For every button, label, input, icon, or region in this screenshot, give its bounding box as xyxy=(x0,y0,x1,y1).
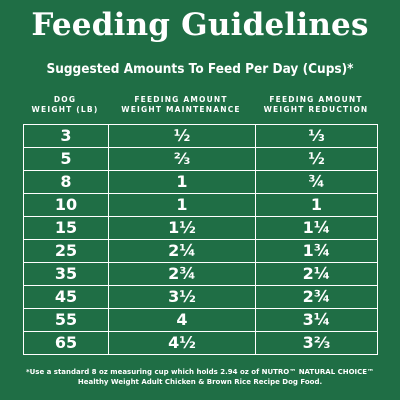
cell-weight: 10 xyxy=(23,193,109,217)
footnote-line1: *Use a standard 8 oz measuring cup which… xyxy=(25,368,375,376)
cell-reduction: 1¼ xyxy=(255,216,378,240)
cell-weight: 5 xyxy=(23,147,109,171)
cell-weight: 55 xyxy=(23,308,109,332)
cell-weight: 3 xyxy=(23,124,109,148)
cell-maintenance: 1 xyxy=(108,170,256,194)
cell-weight: 8 xyxy=(23,170,109,194)
cell-maintenance: 2¾ xyxy=(108,262,256,286)
table-row: 45 3½ 2¾ xyxy=(23,285,378,309)
table-row: 65 4½ 3⅔ xyxy=(23,331,378,355)
cell-maintenance: 4 xyxy=(108,308,256,332)
cell-weight: 25 xyxy=(23,239,109,263)
table-row: 25 2¼ 1¾ xyxy=(23,239,378,263)
cell-maintenance: 1 xyxy=(108,193,256,217)
header-weight-maintenance-line2: WEIGHT MAINTENANCE xyxy=(121,105,241,114)
cell-reduction: 3¼ xyxy=(255,308,378,332)
cell-weight: 65 xyxy=(23,331,109,355)
cell-maintenance: ⅔ xyxy=(108,147,256,171)
cell-reduction: 1 xyxy=(255,193,378,217)
cell-reduction: ¾ xyxy=(255,170,378,194)
cell-reduction: 2¾ xyxy=(255,285,378,309)
cell-weight: 35 xyxy=(23,262,109,286)
footnote-line2: Healthy Weight Adult Chicken & Brown Ric… xyxy=(77,378,323,386)
cell-weight: 45 xyxy=(23,285,109,309)
cell-maintenance: 4½ xyxy=(108,331,256,355)
cell-reduction: ½ xyxy=(255,147,378,171)
table-row: 3 ½ ⅓ xyxy=(23,124,378,148)
page-title: Feeding Guidelines xyxy=(31,7,369,43)
feeding-table: 3 ½ ⅓ 5 ⅔ ½ 8 1 ¾ 10 1 1 15 1½ 1¼ 25 2¼ … xyxy=(23,124,378,355)
table-row: 35 2¾ 2¼ xyxy=(23,262,378,286)
cell-maintenance: 2¼ xyxy=(108,239,256,263)
cell-weight: 15 xyxy=(23,216,109,240)
header-dog-weight-line1: DOG xyxy=(53,95,77,104)
table-row: 10 1 1 xyxy=(23,193,378,217)
cell-maintenance: 3½ xyxy=(108,285,256,309)
header-dog-weight-line2: WEIGHT (LB) xyxy=(31,105,99,114)
header-weight-reduction-line1: FEEDING AMOUNT xyxy=(269,95,363,104)
table-row: 5 ⅔ ½ xyxy=(23,147,378,171)
page-subtitle: Suggested Amounts To Feed Per Day (Cups)… xyxy=(46,61,354,77)
header-weight-reduction: FEEDING AMOUNT WEIGHT REDUCTION xyxy=(254,95,378,115)
footnote: *Use a standard 8 oz measuring cup which… xyxy=(10,367,390,387)
table-header: DOG WEIGHT (LB) FEEDING AMOUNT WEIGHT MA… xyxy=(22,95,378,123)
cell-maintenance: ½ xyxy=(108,124,256,148)
header-weight-maintenance: FEEDING AMOUNT WEIGHT MAINTENANCE xyxy=(108,95,254,115)
table-row: 15 1½ 1¼ xyxy=(23,216,378,240)
cell-reduction: 3⅔ xyxy=(255,331,378,355)
header-weight-reduction-line2: WEIGHT REDUCTION xyxy=(263,105,369,114)
table-row: 8 1 ¾ xyxy=(23,170,378,194)
table-row: 55 4 3¼ xyxy=(23,308,378,332)
cell-reduction: 2¼ xyxy=(255,262,378,286)
cell-maintenance: 1½ xyxy=(108,216,256,240)
cell-reduction: ⅓ xyxy=(255,124,378,148)
cell-reduction: 1¾ xyxy=(255,239,378,263)
header-weight-maintenance-line1: FEEDING AMOUNT xyxy=(134,95,228,104)
header-dog-weight: DOG WEIGHT (LB) xyxy=(22,95,108,115)
